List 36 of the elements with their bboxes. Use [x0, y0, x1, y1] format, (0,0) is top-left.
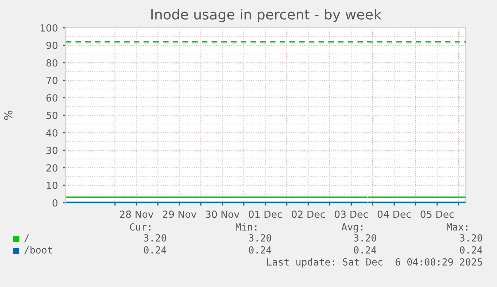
text: 3.20: [460, 234, 482, 242]
y-tick-label: 100: [40, 24, 58, 32]
text: 0.24: [460, 246, 483, 254]
text: Max:: [446, 224, 468, 231]
text: 0.24: [354, 246, 377, 254]
text: Cur:: [130, 223, 151, 231]
y-tick-label: 60: [46, 94, 58, 102]
x-tick-label: 02 Dec: [292, 210, 326, 218]
y-tick-label: 50: [46, 112, 58, 120]
text: 3.20: [144, 234, 166, 242]
x-tick-label: 04 Dec: [378, 210, 411, 218]
text: Last update: Sat Dec 6 04:00:29 2025: [267, 258, 482, 268]
legend-label: /: [24, 234, 30, 243]
text: 0.24: [144, 246, 167, 254]
legend-label: /boot: [24, 246, 52, 255]
y-tick-label: 40: [46, 129, 58, 137]
chart-title: Inode usage in percent - by week: [152, 9, 382, 23]
y-axis-title: %: [4, 110, 13, 120]
y-tick-label: 30: [46, 146, 58, 154]
x-tick-label: 01 Dec: [249, 210, 282, 218]
x-tick-label: 30 Nov: [206, 210, 240, 218]
x-tick-label: 29 Nov: [163, 210, 197, 218]
text: Avg:: [342, 224, 363, 233]
y-tick-label: 20: [46, 164, 58, 172]
y-tick-label: 80: [46, 59, 58, 67]
y-tick-label: 10: [47, 182, 58, 190]
x-tick-label: 28 Nov: [120, 210, 154, 218]
text: 3.20: [249, 234, 272, 242]
text: 3.20: [354, 234, 376, 242]
y-tick-label: 70: [46, 76, 58, 84]
x-tick-label: 03 Dec: [334, 210, 368, 218]
x-tick-label: 05 Dec: [420, 210, 454, 218]
y-tick-label: 90: [46, 42, 58, 50]
text: Min:: [236, 223, 257, 231]
text: 0.24: [249, 246, 272, 254]
y-tick-label: 0: [52, 199, 58, 207]
